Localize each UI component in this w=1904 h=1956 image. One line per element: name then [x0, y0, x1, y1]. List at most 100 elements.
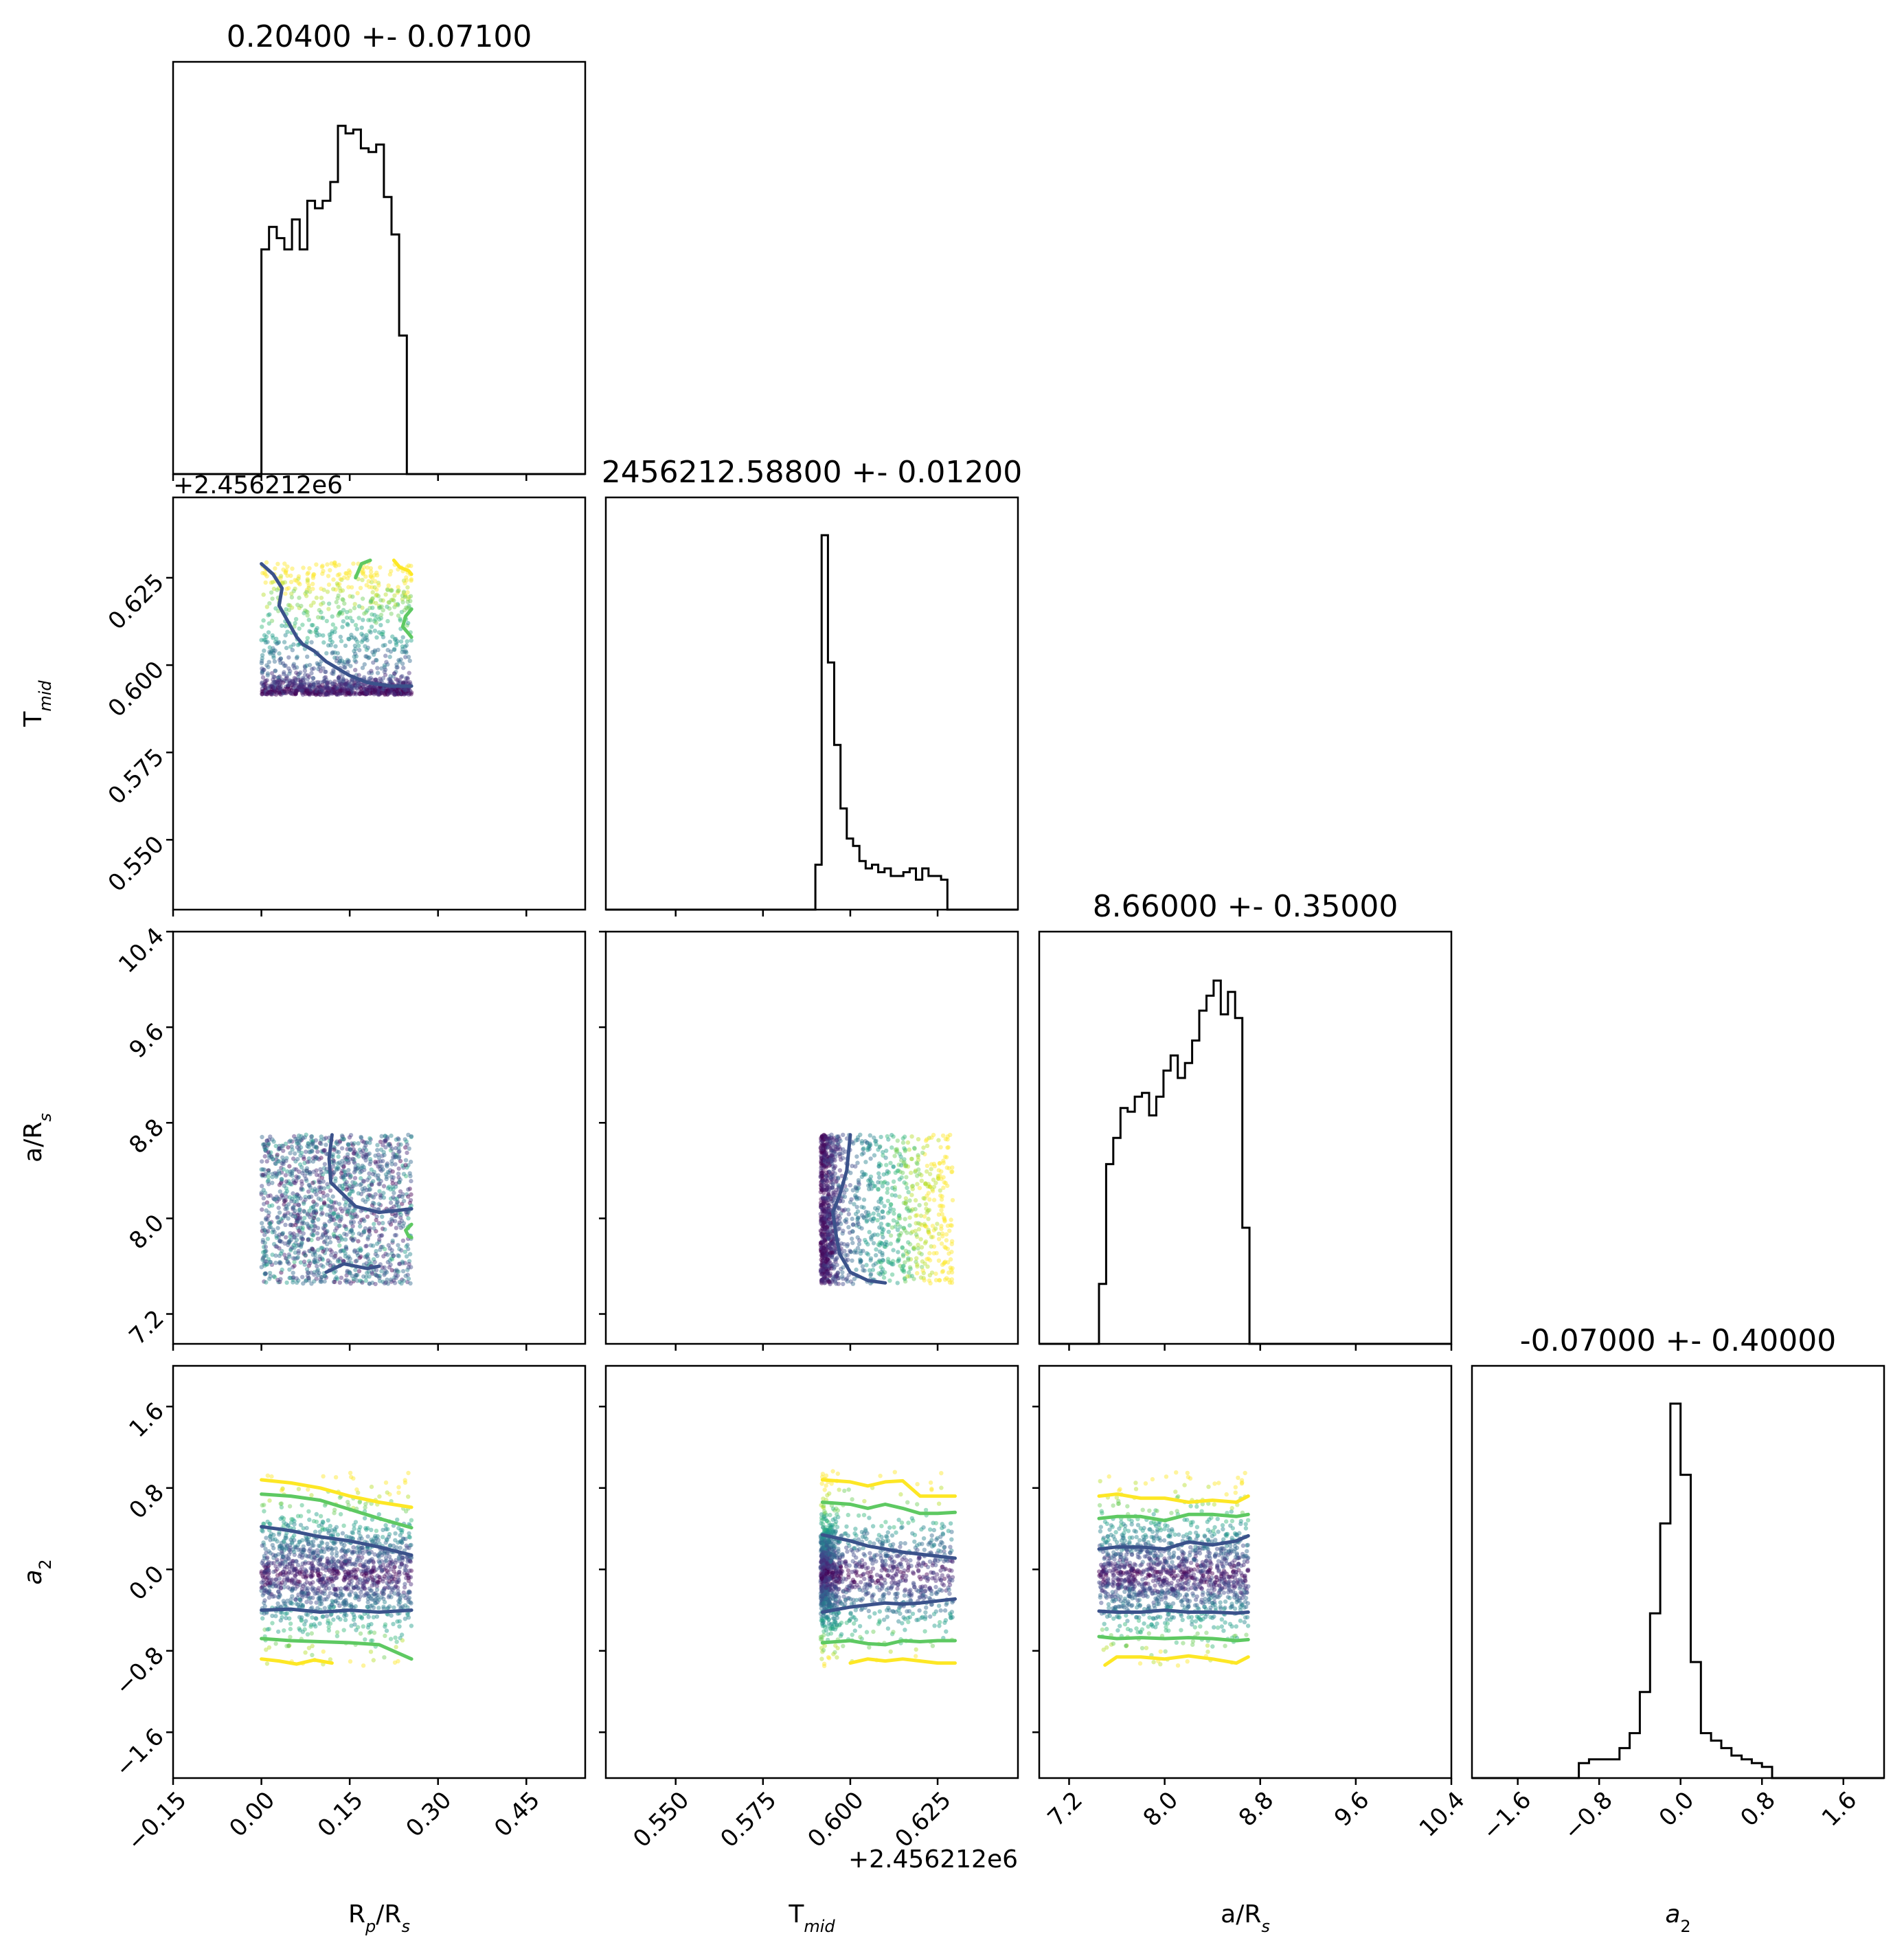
scatter-point-tmid-vs-rp — [318, 668, 324, 673]
scatter-point-ars-vs-rp — [350, 1237, 355, 1243]
scatter-point-tmid-vs-rp — [376, 692, 381, 697]
scatter-point-ars-vs-tmid — [828, 1176, 834, 1180]
scatter-point-ars-vs-tmid — [843, 1252, 848, 1258]
scatter-point-ars-vs-tmid — [823, 1209, 828, 1214]
scatter-point-ars-vs-tmid — [909, 1134, 914, 1139]
scatter-point-tmid-vs-rp — [398, 618, 403, 623]
scatter-point-ars-vs-rp — [394, 1196, 399, 1201]
scatter-point-ars-vs-tmid — [859, 1152, 865, 1157]
scatter-point-tmid-vs-rp — [352, 658, 357, 663]
scatter-point-tmid-vs-rp — [350, 677, 354, 683]
scatter-point-ars-vs-tmid — [914, 1213, 918, 1218]
scatter-point-tmid-vs-rp — [383, 653, 388, 658]
scatter-point-tmid-vs-rp — [349, 684, 354, 689]
scatter-point-tmid-vs-rp — [405, 675, 410, 680]
scatter-point-ars-vs-tmid — [912, 1146, 917, 1151]
scatter-point-ars-vs-tmid — [884, 1148, 889, 1154]
scatter-point-ars-vs-tmid — [927, 1197, 932, 1202]
scatter-point-ars-vs-rp — [389, 1133, 394, 1138]
scatter-point-tmid-vs-rp — [328, 688, 333, 693]
scatter-point-ars-vs-tmid — [936, 1168, 942, 1173]
scatter-point-ars-vs-tmid — [879, 1260, 884, 1265]
scatter-point-tmid-vs-rp — [279, 687, 284, 692]
scatter-point-ars-vs-tmid — [831, 1136, 837, 1140]
scatter-point-tmid-vs-rp — [271, 636, 275, 640]
scatter-point-ars-vs-rp — [292, 1263, 297, 1268]
scatter-point-tmid-vs-rp — [286, 684, 291, 689]
scatter-point-a2-vs-rp — [395, 1517, 400, 1522]
scatter-point-ars-vs-tmid — [924, 1206, 929, 1211]
scatter-point-ars-vs-tmid — [852, 1250, 857, 1255]
scatter-point-ars-vs-tmid — [889, 1225, 895, 1230]
scatter-point-tmid-vs-rp — [271, 648, 276, 653]
scatter-point-tmid-vs-rp — [381, 608, 385, 613]
scatter-point-ars-vs-rp — [352, 1176, 358, 1180]
scatter-point-tmid-vs-rp — [289, 595, 295, 600]
scatter-point-tmid-vs-rp — [274, 641, 280, 646]
scatter-point-tmid-vs-rp — [303, 665, 308, 670]
scatter-point-tmid-vs-rp — [368, 600, 373, 605]
scatter-point-a2-vs-rp — [267, 1498, 272, 1503]
scatter-point-tmid-vs-rp — [368, 598, 374, 603]
scatter-point-tmid-vs-rp — [335, 581, 340, 586]
scatter-point-ars-vs-rp — [396, 1243, 400, 1248]
scatter-point-tmid-vs-rp — [340, 597, 345, 602]
scatter-point-a2-vs-rp — [306, 1509, 311, 1514]
scatter-point-tmid-vs-rp — [398, 690, 403, 695]
scatter-point-tmid-vs-rp — [376, 686, 381, 691]
scatter-point-ars-vs-rp — [266, 1174, 271, 1180]
scatter-point-ars-vs-rp — [271, 1227, 276, 1233]
scatter-point-tmid-vs-rp — [330, 629, 335, 633]
scatter-point-tmid-vs-rp — [362, 686, 367, 691]
scatter-point-ars-vs-tmid — [895, 1138, 900, 1143]
scatter-point-ars-vs-tmid — [920, 1150, 925, 1156]
scatter-point-tmid-vs-rp — [343, 690, 348, 696]
scatter-point-ars-vs-rp — [297, 1147, 302, 1151]
scatter-point-tmid-vs-rp — [322, 679, 327, 684]
scatter-point-ars-vs-tmid — [859, 1174, 865, 1180]
scatter-point-a2-vs-rp — [353, 1520, 359, 1525]
scatter-point-ars-vs-tmid — [834, 1281, 839, 1286]
scatter-point-tmid-vs-rp — [272, 688, 277, 694]
scatter-point-ars-vs-rp — [277, 1182, 282, 1187]
scatter-point-tmid-vs-rp — [324, 690, 328, 695]
scatter-point-ars-vs-tmid — [848, 1248, 852, 1253]
scatter-point-ars-vs-rp — [381, 1149, 386, 1155]
scatter-point-ars-vs-rp — [325, 1182, 330, 1187]
scatter-point-ars-vs-tmid — [859, 1204, 864, 1209]
scatter-point-a2-vs-rp — [400, 1638, 405, 1643]
scatter-point-tmid-vs-rp — [305, 580, 310, 585]
scatter-point-ars-vs-rp — [406, 1216, 411, 1221]
scatter-point-ars-vs-tmid — [887, 1278, 892, 1283]
scatter-point-tmid-vs-rp — [409, 638, 413, 643]
scatter-point-ars-vs-tmid — [906, 1257, 911, 1263]
scatter-point-ars-vs-rp — [409, 1178, 413, 1184]
scatter-point-tmid-vs-rp — [275, 690, 280, 695]
scatter-point-ars-vs-rp — [283, 1213, 288, 1219]
scatter-point-ars-vs-rp — [260, 1159, 264, 1164]
scatter-point-ars-vs-rp — [388, 1277, 394, 1282]
scatter-point-ars-vs-rp — [388, 1262, 393, 1268]
scatter-point-tmid-vs-rp — [339, 684, 343, 689]
scatter-point-ars-vs-rp — [297, 1216, 302, 1221]
scatter-point-tmid-vs-rp — [360, 665, 365, 671]
scatter-point-tmid-vs-rp — [308, 689, 313, 694]
scatter-point-tmid-vs-rp — [321, 640, 326, 645]
scatter-point-tmid-vs-rp — [320, 683, 325, 688]
scatter-point-ars-vs-rp — [286, 1145, 291, 1150]
scatter-point-tmid-vs-rp — [403, 676, 409, 681]
scatter-point-tmid-vs-rp — [325, 692, 330, 697]
scatter-point-tmid-vs-rp — [267, 645, 272, 650]
scatter-point-ars-vs-tmid — [894, 1149, 899, 1155]
scatter-point-ars-vs-tmid — [913, 1198, 918, 1203]
scatter-point-tmid-vs-rp — [296, 574, 302, 579]
scatter-point-ars-vs-tmid — [905, 1164, 911, 1169]
scatter-point-ars-vs-tmid — [891, 1165, 896, 1169]
scatter-point-ars-vs-rp — [277, 1146, 282, 1151]
scatter-point-ars-vs-rp — [331, 1147, 337, 1152]
scatter-point-tmid-vs-rp — [326, 582, 332, 587]
scatter-point-ars-vs-tmid — [861, 1248, 865, 1253]
scatter-point-ars-vs-rp — [344, 1187, 349, 1192]
scatter-point-tmid-vs-rp — [285, 689, 290, 695]
scatter-point-ars-vs-rp — [371, 1244, 376, 1248]
